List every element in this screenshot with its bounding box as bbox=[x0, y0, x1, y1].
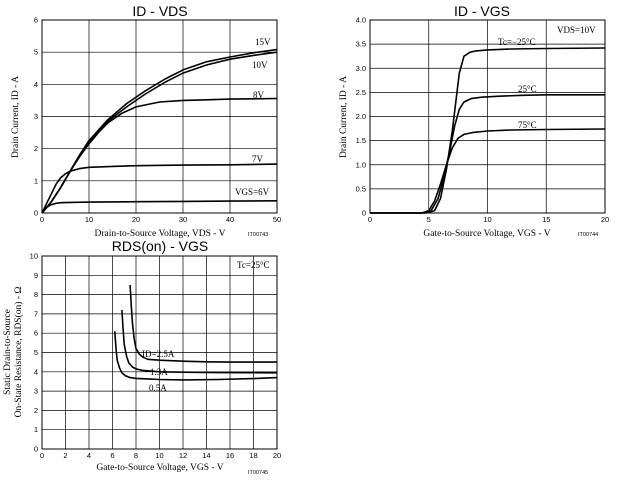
x-tick-label: 6 bbox=[110, 451, 114, 460]
x-tick-label: 0 bbox=[40, 451, 44, 460]
chart-title: ID - VDS bbox=[132, 3, 187, 19]
series-label-tc-minus25: Tc=−25°C bbox=[498, 37, 536, 47]
series-line-7v bbox=[41, 163, 278, 214]
y-tick-label: 3 bbox=[34, 387, 38, 396]
y-tick-label: 10 bbox=[30, 252, 38, 261]
condition-label: VDS=10V bbox=[557, 25, 596, 35]
x-tick-label: 18 bbox=[249, 451, 257, 460]
y-tick-label: 4 bbox=[34, 367, 38, 376]
y-tick-label: 6 bbox=[34, 329, 38, 338]
y-tick-label: 0 bbox=[362, 209, 366, 218]
y-axis-label: Drain Current, ID - A bbox=[11, 76, 21, 158]
chart-title: RDS(on) - VGS bbox=[112, 238, 208, 254]
x-axis-label: Drain-to-Source Voltage, VDS - V bbox=[95, 229, 226, 239]
series-line-8v bbox=[41, 97, 278, 214]
y-tick-label: 3 bbox=[34, 112, 38, 121]
y-tick-label: 4 bbox=[34, 80, 38, 89]
y-tick-label: 3.5 bbox=[356, 40, 366, 49]
chart-title: ID - VGS bbox=[454, 3, 510, 19]
y-tick-label: 3.0 bbox=[356, 64, 366, 73]
y-axis-label-line1: Static Drain-to-Source bbox=[3, 309, 13, 395]
y-tick-label: 7 bbox=[34, 309, 38, 318]
x-tick-label: 8 bbox=[134, 451, 138, 460]
x-tick-label: 16 bbox=[226, 451, 234, 460]
tick-labels: 0 5 10 15 20 0 0.5 1.0 1.5 2.0 2.5 3.0 3.5 4.0 bbox=[356, 16, 610, 225]
plot-frame bbox=[369, 19, 606, 214]
series-label-15v: 15V bbox=[255, 37, 271, 47]
y-axis-label: Drain Current, ID - A bbox=[339, 76, 349, 158]
condition-label: Tc=25°C bbox=[237, 260, 270, 270]
y-tick-label: 6 bbox=[34, 16, 38, 25]
y-tick-label: 4.0 bbox=[356, 16, 366, 25]
chart-id-vgs: ID - VGS 0 5 10 15 20 0 0.5 1.0 1.5 2.0 2.5 3.0 3.5 4… bbox=[339, 3, 609, 239]
series-label-tc75: 75°C bbox=[518, 120, 537, 130]
x-tick-label: 50 bbox=[273, 215, 281, 224]
x-tick-label: 0 bbox=[368, 215, 372, 224]
y-tick-label: 1 bbox=[34, 176, 38, 185]
x-tick-label: 12 bbox=[179, 451, 187, 460]
y-tick-label: 1 bbox=[34, 425, 38, 434]
series-line-tc-25-c bbox=[370, 94, 605, 214]
y-tick-label: 1.5 bbox=[356, 136, 366, 145]
figure-code: IT00743 bbox=[248, 232, 268, 238]
series-label-7v: 7V bbox=[252, 154, 264, 164]
y-tick-label: 2 bbox=[34, 144, 38, 153]
series-label-id1p3: 1.3A bbox=[150, 367, 168, 377]
figure-code: IT00744 bbox=[578, 232, 598, 238]
series-line-tc-25-c bbox=[370, 47, 606, 214]
chart-rdson-vgs: RDS(on) - VGS 0 2 4 6 8 10 12 14 16 18 20012345678… bbox=[3, 238, 281, 476]
figure-code: IT00745 bbox=[248, 470, 268, 476]
x-tick-label: 14 bbox=[202, 451, 210, 460]
x-axis-label: Gate-to-Source Voltage, VGS - V bbox=[96, 463, 223, 473]
x-tick-label: 20 bbox=[273, 451, 281, 460]
grid bbox=[370, 20, 605, 213]
plot-frame bbox=[41, 19, 278, 214]
x-tick-label: 30 bbox=[179, 215, 187, 224]
y-tick-label: 2.0 bbox=[356, 112, 366, 121]
x-axis-label: Gate-to-Source Voltage, VGS - V bbox=[423, 229, 550, 239]
y-tick-label: 0.5 bbox=[356, 184, 366, 193]
x-tick-label: 40 bbox=[226, 215, 234, 224]
series-label-id0p5: 0.5A bbox=[149, 383, 167, 393]
series-lines bbox=[370, 47, 606, 214]
y-tick-label: 5 bbox=[34, 48, 38, 57]
x-tick-label: 10 bbox=[85, 215, 93, 224]
grid bbox=[42, 20, 277, 213]
x-tick-label: 4 bbox=[87, 451, 91, 460]
x-tick-label: 10 bbox=[483, 215, 491, 224]
y-tick-label: 0 bbox=[34, 445, 38, 454]
series-label-id2p5: ID=2.5A bbox=[142, 349, 175, 359]
y-tick-label: 2.5 bbox=[356, 88, 366, 97]
series-label-10v: 10V bbox=[252, 60, 268, 70]
series-line-tc-75-c bbox=[370, 128, 606, 214]
series-lines bbox=[114, 284, 278, 381]
series-lines bbox=[41, 48, 278, 214]
x-tick-label: 15 bbox=[542, 215, 550, 224]
y-tick-label: 9 bbox=[34, 271, 38, 280]
tick-labels: 0 10 20 30 40 50 0 1 2 3 4 5 6 bbox=[34, 16, 281, 225]
y-tick-label: 0 bbox=[34, 209, 38, 218]
plot-frame bbox=[41, 255, 278, 450]
chart-id-vds: ID - VDS 0 10 20 30 40 50 0 1 2 3 4 5 6 Drain-to-Sou… bbox=[11, 3, 281, 239]
series-line-6v bbox=[41, 200, 278, 214]
y-tick-label: 1.0 bbox=[356, 160, 366, 169]
x-tick-label: 2 bbox=[63, 451, 67, 460]
y-axis-label-line2: On-State Resistance, RDS(on) - Ω bbox=[13, 287, 24, 418]
series-label-6v: VGS=6V bbox=[235, 187, 270, 197]
x-tick-label: 5 bbox=[427, 215, 431, 224]
x-tick-label: 10 bbox=[155, 451, 163, 460]
x-tick-label: 20 bbox=[601, 215, 609, 224]
x-tick-label: 20 bbox=[132, 215, 140, 224]
y-tick-label: 8 bbox=[34, 290, 38, 299]
y-tick-label: 2 bbox=[34, 406, 38, 415]
x-tick-label: 0 bbox=[40, 215, 44, 224]
series-line-id-0-5a bbox=[114, 331, 278, 381]
y-tick-label: 5 bbox=[34, 348, 38, 357]
series-line-id-1-3a bbox=[121, 309, 278, 374]
series-line-id-2-5a bbox=[129, 284, 277, 363]
series-label-tc25: 25°C bbox=[518, 84, 537, 94]
series-label-8v: 8V bbox=[253, 90, 265, 100]
